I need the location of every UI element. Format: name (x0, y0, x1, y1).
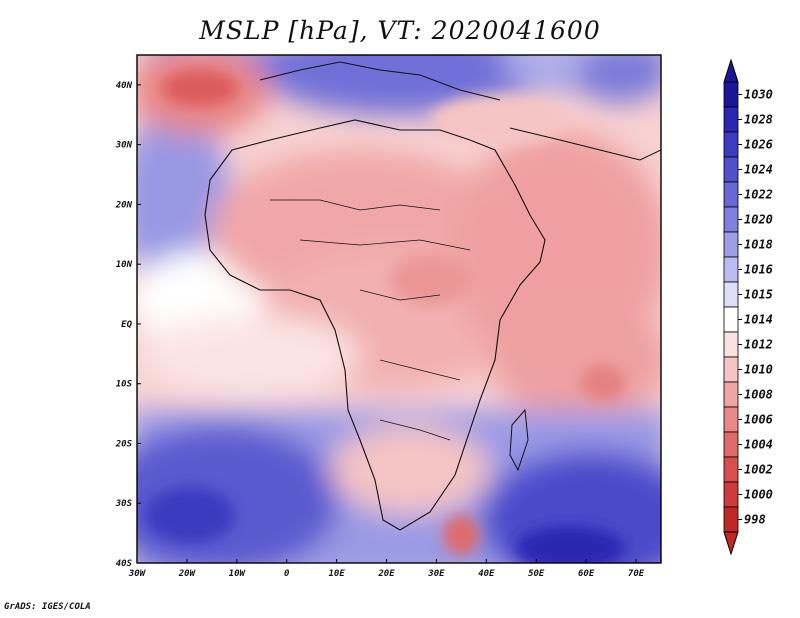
y-tick-label: 30S (115, 499, 133, 509)
x-tick-label: 10W (229, 569, 247, 579)
colorbar-label: 1004 (744, 438, 773, 452)
colorbar-swatch (723, 406, 739, 433)
colorbar-swatch (723, 256, 739, 283)
y-tick-label: 10S (116, 380, 133, 390)
colorbar-label: 1008 (744, 388, 773, 402)
colorbar-swatch (723, 206, 739, 233)
y-tick-label: 20N (115, 200, 133, 210)
plot-frame (136, 54, 662, 564)
x-tick-label: 30E (427, 569, 445, 579)
colorbar-swatch (723, 481, 739, 508)
colorbar-swatch (723, 231, 739, 258)
colorbar-label: 1024 (744, 163, 773, 177)
colorbar-swatch (723, 356, 739, 383)
y-tick-label: 40S (116, 559, 133, 569)
colorbar-label: 1016 (744, 263, 773, 277)
colorbar-label: 1002 (744, 463, 773, 477)
colorbar-label: 1014 (744, 313, 773, 327)
colorbar-label: 998 (744, 513, 766, 527)
colorbar-swatch (723, 431, 739, 458)
x-tick-label: 20W (178, 569, 197, 579)
colorbar-swatch (723, 306, 739, 333)
x-tick-label: 60E (578, 569, 595, 579)
colorbar-swatch (723, 456, 739, 483)
y-tick-label: 40N (116, 81, 133, 91)
colorbar-swatch (723, 506, 739, 533)
colorbar: 1030 1028 1026 1024 1022 1020 1018 1016 1015 1014… (723, 58, 773, 556)
colorbar-top-arrow (723, 58, 739, 83)
colorbar-label: 1012 (744, 338, 773, 352)
pressure-field (137, 55, 661, 563)
colorbar-swatch (723, 281, 739, 308)
x-tick-label: 30W (128, 569, 147, 579)
y-tick-label: EQ (121, 320, 132, 330)
x-tick-label: 10E (328, 569, 345, 579)
colorbar-swatch (723, 81, 739, 108)
colorbar-label: 1028 (744, 113, 773, 127)
grads-credit: GrADS: IGES/COLA (4, 602, 91, 612)
colorbar-label: 1020 (744, 213, 773, 227)
colorbar-label: 1015 (744, 288, 773, 302)
y-tick-label: 20S (115, 439, 133, 449)
colorbar-label: 1006 (744, 413, 773, 427)
y-axis: 40N 30N 20N 10N EQ 10S 20S 30S 40S (115, 81, 141, 569)
colorbar-label: 1030 (744, 88, 773, 102)
x-tick-label: 0 (284, 569, 290, 579)
colorbar-label: 1010 (744, 363, 773, 377)
colorbar-swatch (723, 156, 739, 183)
y-tick-label: 30N (115, 141, 133, 151)
colorbar-swatch (723, 131, 739, 158)
x-axis: 30W 20W 10W 0 10E 20E 30E 40E 50E 60E 70E (128, 559, 645, 579)
map-title: MSLP [hPa], VT: 2020041600 (199, 16, 601, 45)
colorbar-swatch (723, 381, 739, 408)
colorbar-swatch (723, 331, 739, 358)
x-tick-label: 50E (528, 569, 545, 579)
colorbar-label: 1026 (744, 138, 773, 152)
colorbar-label: 1022 (744, 188, 773, 202)
colorbar-bottom-arrow (723, 531, 739, 556)
y-tick-label: 10N (116, 260, 133, 270)
colorbar-swatch (723, 181, 739, 208)
colorbar-label: 1018 (744, 238, 773, 252)
x-tick-label: 70E (628, 569, 645, 579)
x-tick-label: 20E (377, 569, 395, 579)
colorbar-label: 1000 (744, 488, 773, 502)
x-tick-label: 40E (478, 569, 495, 579)
colorbar-swatch (723, 106, 739, 133)
